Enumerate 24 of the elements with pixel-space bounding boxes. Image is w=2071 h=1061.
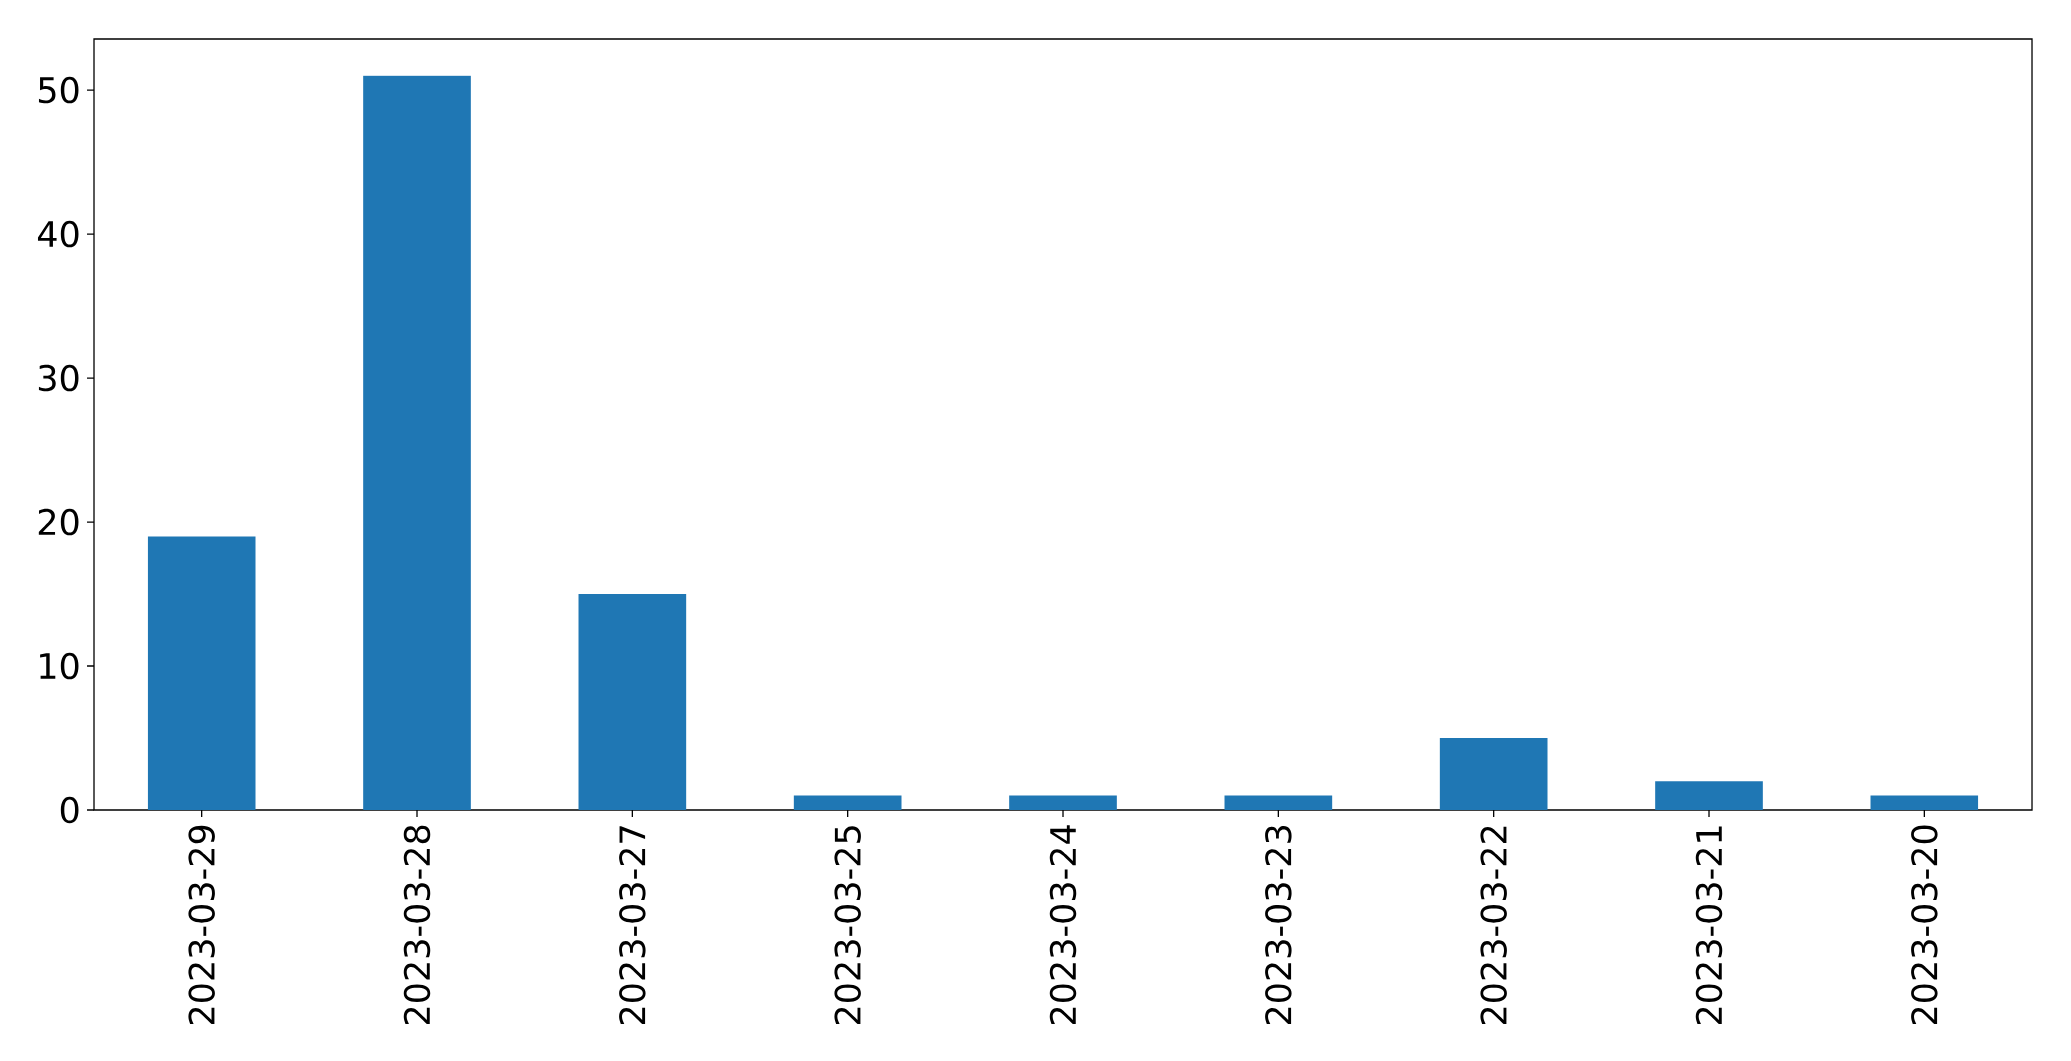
y-tick-label: 20 xyxy=(38,508,79,536)
bar xyxy=(1870,795,1979,810)
x-tick-label: 2023-03-27 xyxy=(619,826,646,1025)
x-tick-label: 2023-03-20 xyxy=(1911,825,1938,1025)
bar xyxy=(1009,795,1117,810)
bar xyxy=(1655,781,1763,810)
x-tick-label: 2023-03-29 xyxy=(188,825,215,1025)
bar xyxy=(578,594,687,810)
y-tick-label: 0 xyxy=(60,796,79,824)
bar xyxy=(147,536,256,810)
bar xyxy=(363,75,471,810)
y-tick-label: 10 xyxy=(40,652,79,680)
x-tick-label: 2023-03-28 xyxy=(403,825,431,1025)
x-tick-label: 2023-03-23 xyxy=(1265,826,1292,1025)
x-tick-label: 2023-03-21 xyxy=(1695,826,1723,1025)
x-tick-label: 2023-03-22 xyxy=(1480,826,1507,1025)
x-tick-label: 2023-03-24 xyxy=(1049,825,1077,1025)
x-tick-label: 2023-03-25 xyxy=(834,826,861,1025)
y-tick-label: 30 xyxy=(38,364,79,392)
bar xyxy=(793,795,902,810)
bar xyxy=(1439,738,1548,810)
y-tick-label: 50 xyxy=(38,76,79,104)
bar xyxy=(1224,795,1333,810)
y-tick-label: 40 xyxy=(37,220,79,248)
